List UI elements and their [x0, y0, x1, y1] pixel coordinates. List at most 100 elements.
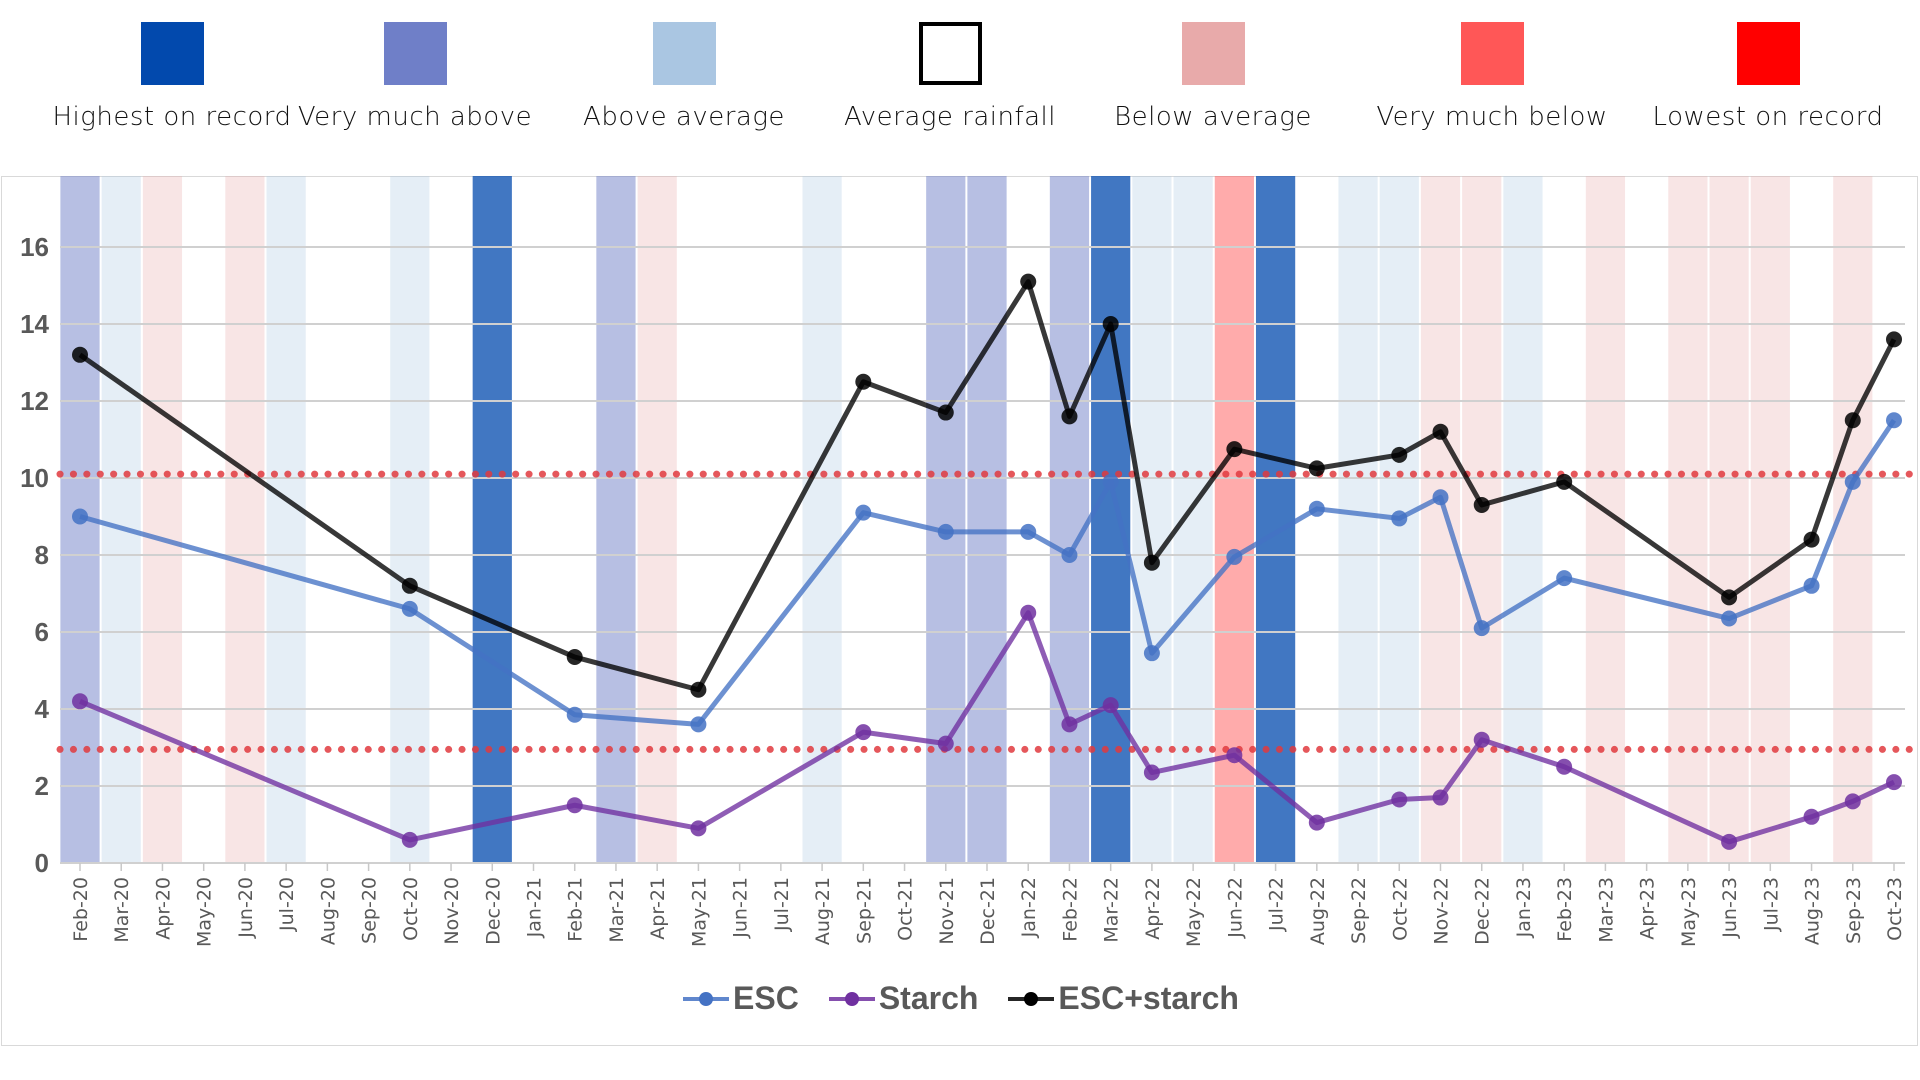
legend-label: Above average: [583, 102, 785, 132]
data-point-esc-starch-Oct-22: [1391, 446, 1408, 463]
data-point-esc-starch-Apr-22: [1143, 554, 1160, 571]
x-tick-label: Aug-22: [1307, 877, 1329, 945]
data-point-esc-Mar-22: [1102, 473, 1119, 490]
legend-swatch: [1460, 22, 1524, 85]
rainfall-band-Nov-22: [1420, 176, 1461, 863]
data-point-esc-Feb-22: [1061, 547, 1078, 563]
data-point-esc-starch-Sep-21: [855, 373, 872, 390]
series-line-esc-starch: [78, 279, 1897, 693]
rainfall-band-Nov-21: [926, 176, 966, 863]
data-point-starch-Feb-20: [72, 693, 88, 710]
data-point-starch-Nov-22: [1432, 789, 1449, 806]
x-tick-label: Dec-22: [1472, 877, 1494, 945]
data-point-esc-starch-Feb-22: [1061, 408, 1078, 425]
x-tick-label: Jul-20: [276, 877, 298, 932]
series-legend-label: ESC+starch: [1058, 980, 1239, 1016]
data-point-esc-Oct-20: [401, 600, 418, 617]
x-tick-label: Sep-20: [359, 877, 381, 944]
y-tick-label: 10: [20, 463, 49, 493]
x-tick-label: Dec-21: [977, 877, 999, 945]
data-point-starch-Dec-22: [1473, 731, 1490, 748]
data-point-starch-Aug-22: [1308, 814, 1325, 831]
data-point-esc-starch-Oct-23: [1886, 331, 1902, 348]
series-legend: ESC Starch ESC+starch: [0, 980, 1920, 1017]
x-tick-label: Oct-20: [400, 877, 422, 941]
legend-label: Lowest on record: [1652, 102, 1884, 132]
data-point-esc-starch-Aug-22: [1308, 460, 1325, 477]
rainfall-band-Apr-22: [1132, 176, 1172, 863]
legend-marker-icon: [683, 991, 730, 1006]
data-point-starch-Feb-21: [566, 797, 583, 814]
data-point-esc-starch-Jan-22: [1020, 273, 1037, 290]
x-tick-label: Aug-23: [1802, 877, 1824, 945]
data-point-esc-Sep-21: [855, 504, 872, 521]
series-legend-label: ESC: [733, 980, 799, 1016]
x-tick-label: Feb-23: [1554, 877, 1576, 942]
data-point-esc-starch-Jun-22: [1226, 441, 1243, 458]
series-legend-item-esc: ESC: [681, 980, 799, 1017]
legend-swatch: [383, 22, 447, 85]
data-point-esc-starch-Aug-23: [1803, 531, 1820, 548]
legend-label: Below average: [1114, 102, 1312, 132]
data-point-esc-May-21: [690, 716, 707, 733]
y-tick-label: 6: [35, 617, 49, 647]
data-point-esc-Dec-22: [1473, 620, 1490, 637]
series-line-starch: [79, 610, 1896, 845]
rainfall-band-Jul-20: [266, 176, 306, 863]
x-tick-label: Jan-21: [524, 877, 546, 938]
data-point-starch-Jan-22: [1020, 604, 1037, 621]
data-point-esc-Feb-20: [72, 508, 88, 525]
data-point-starch-Sep-23: [1844, 793, 1861, 810]
y-tick-label: 12: [20, 386, 49, 416]
data-point-esc-starch-Oct-20: [401, 577, 418, 594]
x-tick-label: Apr-22: [1142, 877, 1164, 940]
legend-label: Very much below: [1376, 102, 1608, 132]
data-point-esc-Oct-22: [1391, 510, 1408, 527]
x-tick-label: Mar-23: [1595, 877, 1617, 943]
x-tick-label: Jul-22: [1266, 877, 1288, 932]
y-tick-label: 0: [35, 848, 49, 878]
rainfall-legend-item-above: Above average: [554, 22, 814, 132]
y-tick-label: 2: [35, 771, 49, 801]
data-point-starch-Feb-22: [1061, 716, 1078, 733]
x-tick-label: Feb-22: [1059, 877, 1081, 942]
y-tick-label: 4: [35, 694, 50, 724]
data-point-esc-starch-Mar-22: [1102, 316, 1119, 332]
x-tick-label: Jun-23: [1719, 877, 1741, 939]
data-point-starch-Jun-22: [1226, 747, 1243, 764]
x-tick-label: Feb-20: [70, 877, 92, 942]
rainfall-band-Apr-21: [637, 176, 677, 863]
rainfall-legend-item-very_much_above: Very much above: [285, 22, 545, 132]
x-tick-label: Nov-22: [1431, 877, 1453, 945]
data-point-esc-Apr-22: [1143, 645, 1160, 662]
y-tick-label: 14: [20, 309, 49, 339]
data-point-esc-Oct-23: [1886, 412, 1902, 429]
data-point-esc-starch-May-21: [690, 681, 707, 698]
x-tick-label: Jun-21: [730, 877, 752, 939]
rainfall-band-May-23: [1668, 176, 1708, 863]
data-point-starch-Jun-23: [1721, 833, 1738, 850]
data-point-esc-Nov-22: [1432, 489, 1449, 506]
rainfall-legend-item-average: Average rainfall: [820, 22, 1080, 132]
x-tick-label: Oct-23: [1884, 877, 1906, 941]
rainfall-legend-item-lowest: Lowest on record: [1638, 22, 1898, 132]
legend-swatch: [140, 22, 204, 85]
legend-swatch: [918, 22, 982, 85]
data-point-starch-Oct-23: [1886, 774, 1902, 791]
x-tick-label: Jan-23: [1513, 877, 1535, 938]
y-tick-label: 8: [35, 540, 49, 570]
x-tick-label: Apr-20: [152, 877, 174, 940]
data-point-starch-Oct-22: [1391, 791, 1408, 808]
x-tick-label: Mar-21: [606, 877, 628, 943]
x-tick-label: Oct-21: [895, 877, 917, 941]
legend-marker-icon: [1008, 991, 1055, 1006]
rainfall-band-Mar-20: [101, 176, 141, 863]
legend-swatch: [1736, 22, 1800, 85]
x-tick-label: Feb-21: [565, 877, 587, 942]
x-tick-label: Jul-21: [771, 877, 793, 932]
rainfall-band-Apr-20: [142, 176, 183, 863]
x-tick-label: May-22: [1183, 877, 1205, 947]
data-point-esc-starch-Dec-22: [1473, 496, 1490, 513]
x-tick-label: Jun-20: [235, 877, 257, 939]
x-tick-label: May-20: [194, 877, 216, 947]
